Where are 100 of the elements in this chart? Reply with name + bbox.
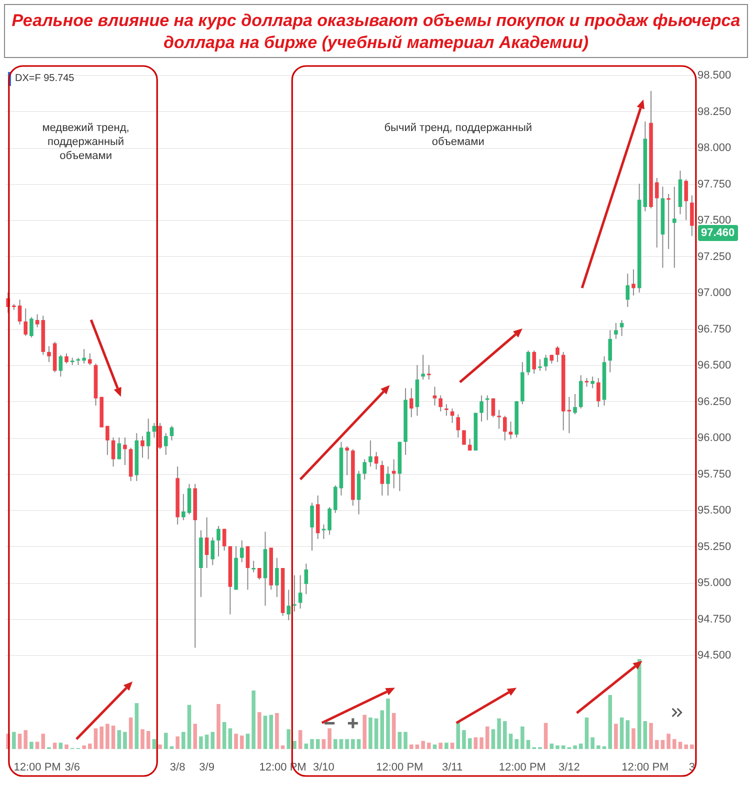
x-tick-label: 3/10 xyxy=(312,762,334,774)
candlestick xyxy=(421,354,425,380)
bar xyxy=(502,721,507,749)
bar xyxy=(333,739,338,749)
candlestick xyxy=(654,177,659,248)
bar xyxy=(678,742,682,749)
candlestick xyxy=(573,394,577,415)
bar xyxy=(380,710,384,749)
bar xyxy=(328,728,332,749)
bar xyxy=(234,734,238,749)
bar xyxy=(304,744,308,749)
bar xyxy=(690,744,694,749)
bar xyxy=(444,742,448,749)
bar xyxy=(438,742,442,749)
bar xyxy=(573,745,577,749)
candlestick xyxy=(117,437,122,460)
y-tick-label: 94.750 xyxy=(698,613,732,626)
bar xyxy=(275,713,279,749)
bar xyxy=(41,734,46,749)
candlestick xyxy=(438,394,442,412)
bar xyxy=(614,724,618,749)
y-tick-label: 95.750 xyxy=(698,468,732,480)
bar xyxy=(356,739,361,749)
bar xyxy=(485,726,490,749)
candlestick xyxy=(275,557,279,598)
bar xyxy=(584,718,589,749)
candlestick xyxy=(614,322,618,340)
candlestick xyxy=(456,414,460,438)
bar xyxy=(660,740,665,749)
candlestick xyxy=(304,563,308,595)
y-tick-label: 94.500 xyxy=(698,650,732,662)
candlestick xyxy=(626,273,630,308)
y-tick-label: 97.750 xyxy=(698,178,732,190)
bar xyxy=(392,713,396,749)
bar xyxy=(544,722,548,749)
candlestick xyxy=(240,540,244,563)
bar xyxy=(199,736,203,749)
bar xyxy=(164,732,168,749)
y-tick-label: 96.750 xyxy=(698,323,732,336)
bar xyxy=(258,712,262,749)
bar xyxy=(374,718,378,749)
x-tick-label: 12:00 PM xyxy=(622,762,669,774)
bar xyxy=(462,730,466,749)
candlestick xyxy=(480,394,484,422)
bar xyxy=(82,745,86,749)
candlestick xyxy=(485,394,490,421)
candlestick xyxy=(462,430,466,446)
x-tick-label: 12:00 PM xyxy=(14,762,61,774)
candlestick xyxy=(380,460,384,496)
bar xyxy=(123,732,127,749)
bar xyxy=(590,737,594,749)
candlestick xyxy=(286,589,291,621)
bar xyxy=(240,736,244,749)
y-tick-label: 98.000 xyxy=(698,142,732,154)
candlestick xyxy=(328,506,332,536)
bar xyxy=(204,734,209,749)
bar xyxy=(286,729,291,749)
candlestick xyxy=(620,320,624,336)
y-tick-label: 96.250 xyxy=(698,396,732,408)
bar xyxy=(632,728,636,749)
candlestick xyxy=(608,330,612,373)
bar xyxy=(117,730,122,749)
candlestick xyxy=(672,186,676,268)
candlestick xyxy=(64,352,68,364)
bar xyxy=(216,704,220,749)
annotation: медвежий тренд, поддержанный объемами xyxy=(41,121,130,163)
bar xyxy=(550,744,554,749)
candlestick xyxy=(182,494,186,521)
candlestick xyxy=(298,574,302,610)
candlestick xyxy=(362,458,367,480)
bar xyxy=(58,742,63,749)
candlestick xyxy=(252,560,256,573)
candlestick xyxy=(158,422,162,450)
bar xyxy=(450,742,454,749)
bar xyxy=(684,744,688,749)
candlestick xyxy=(106,425,110,456)
candlestick xyxy=(632,268,636,296)
candlestick xyxy=(30,316,34,338)
candlestick xyxy=(310,502,314,552)
bar xyxy=(158,744,162,749)
bar xyxy=(339,739,344,749)
bar xyxy=(421,740,425,749)
bar xyxy=(520,726,524,749)
x-tick-label: 12:00 PM xyxy=(498,762,546,774)
bar xyxy=(578,744,583,749)
candlestick xyxy=(432,386,437,406)
candlestick xyxy=(82,348,86,364)
candlestick xyxy=(24,308,28,336)
y-tick-label: 97.250 xyxy=(698,250,732,263)
bar xyxy=(322,739,326,749)
bar xyxy=(222,722,226,749)
candlestick xyxy=(123,437,127,466)
bar xyxy=(409,744,414,749)
y-tick-label: 95.250 xyxy=(698,540,732,553)
candlestick xyxy=(526,350,530,376)
bar xyxy=(269,714,273,749)
candlestick xyxy=(210,537,215,566)
bar xyxy=(497,718,501,749)
bar xyxy=(30,742,34,749)
candlestick xyxy=(502,415,507,441)
